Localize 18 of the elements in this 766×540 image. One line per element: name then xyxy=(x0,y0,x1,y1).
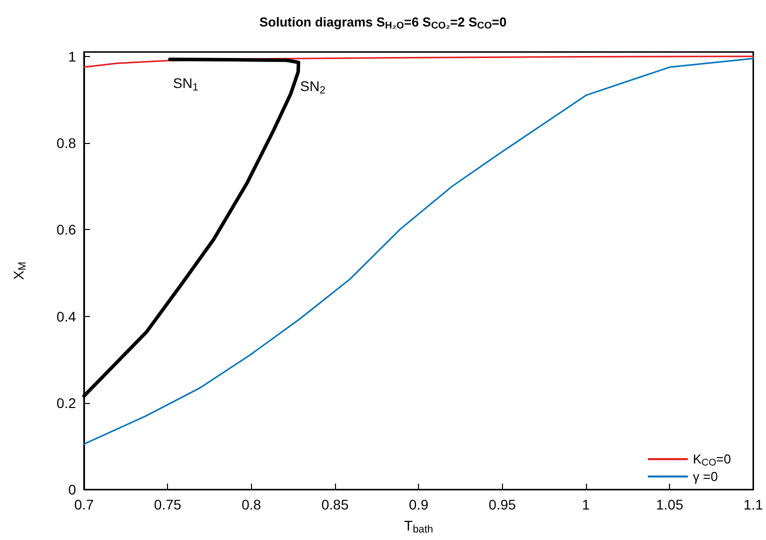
x-tick-label: 1.1 xyxy=(744,496,764,513)
line-series xyxy=(83,58,754,445)
x-tick-label: 1.05 xyxy=(656,496,684,513)
y-tick-label: 0.2 xyxy=(56,394,76,411)
x-tick-label: 0.75 xyxy=(154,496,182,513)
y-tick-label: 0 xyxy=(68,482,76,498)
y-tick-label: 0.4 xyxy=(56,308,76,324)
y-axis-title: XM xyxy=(10,262,28,280)
x-tick-label: 0.7 xyxy=(74,496,94,513)
y-tick-label: 0.8 xyxy=(56,134,76,151)
x-tick-label: 0.8 xyxy=(242,496,262,513)
x-tick-label: 0.95 xyxy=(488,496,516,513)
legend-label: γ =0 xyxy=(692,469,718,484)
x-tick-label: 0.9 xyxy=(408,496,429,513)
x-tick-label: 1 xyxy=(582,496,590,513)
y-tick-label: 0.6 xyxy=(56,222,76,238)
x-tick-label: 0.85 xyxy=(321,496,349,513)
y-tick-label: 1 xyxy=(68,48,76,64)
